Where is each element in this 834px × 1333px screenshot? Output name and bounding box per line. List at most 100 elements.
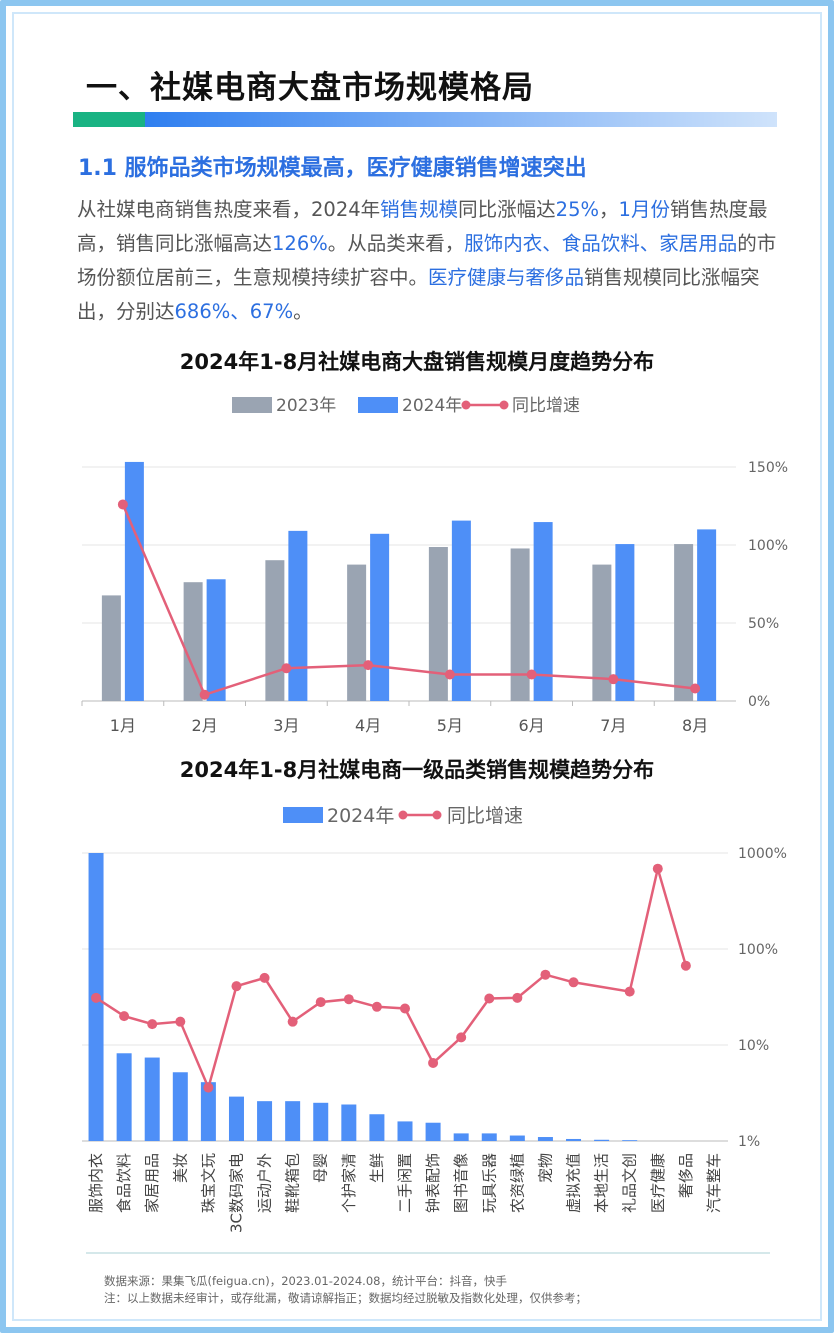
growth-point [540,969,551,980]
growth-point [117,499,128,510]
x-tick-label: 食品饮料 [115,1153,133,1213]
bar-2023 [510,548,530,701]
x-tick-label: 8月 [682,716,708,735]
legend-swatch-bar [283,807,323,823]
bar-2023 [592,564,612,701]
x-tick-label: 运动户外 [256,1153,274,1213]
category-bar [341,1104,357,1141]
disclaimer-line: 注：以上数据未经审计，或存纰漏，敬请谅解指正；数据均经过脱敏及指数化处理，仅供参… [104,1291,587,1305]
x-tick-label: 7月 [600,716,626,735]
x-tick-label: 3C数码家电 [227,1153,245,1233]
bar-2023 [428,547,448,701]
x-tick-label: 4月 [355,716,381,735]
legend-swatch-1 [358,397,398,413]
bar-2024 [451,520,471,701]
growth-point [343,994,354,1005]
x-tick-label: 医疗健康 [649,1153,667,1213]
legend-label-line: 同比增速 [447,805,523,827]
x-tick-label: 美妆 [171,1153,189,1183]
monthly-trend-chart: 2023年 2024年 同比增速 150% 100% 50% 0% 1月 2月 3月 4月 5月 6月 7… [81,396,788,735]
summary-paragraph: 从社媒电商销售热度来看，2024年销售规模同比涨幅达25%，1月份销售热度最高，… [77,198,777,323]
x-tick-label: 1月 [110,716,136,735]
y-right-tick-label: 150% [748,460,788,476]
growth-point [428,1057,439,1068]
title-underline-bar [73,112,777,127]
category-bar [425,1122,441,1141]
category-bar [369,1114,385,1141]
x-tick-label: 宠物 [536,1153,554,1183]
bar-2023 [347,564,367,701]
bar-2023 [183,582,203,701]
category-bar [228,1096,244,1141]
chart2-title: 2024年1-8月社媒电商一级品类销售规模趋势分布 [179,758,655,782]
category-bar [481,1133,497,1141]
x-tick-label: 个护家清 [340,1153,358,1213]
bar-2023 [674,544,694,701]
bar-2023 [265,560,285,701]
growth-point [259,972,270,983]
growth-point [287,1016,298,1027]
growth-point [363,660,374,671]
y-right-tick-label: 1% [738,1134,760,1150]
category-bar [144,1057,160,1141]
x-tick-label: 奢侈品 [677,1153,695,1198]
data-source-line: 数据来源：果集飞瓜(feigua.cn)，2023.01-2024.08，统计平… [104,1274,507,1288]
legend-line-dot-b [499,400,509,410]
growth-point [400,1003,410,1014]
category-bar [257,1101,273,1141]
category-bar [594,1139,610,1141]
growth-point [608,674,619,685]
x-tick-label: 钟表配饰 [424,1153,442,1213]
category-bar [622,1140,638,1141]
category-bar [116,1053,132,1141]
growth-point [281,663,292,674]
legend-swatch-0 [232,397,272,413]
category-bar [285,1101,301,1141]
x-tick-label: 鞋靴箱包 [284,1153,302,1213]
y-right-tick-label: 100% [748,538,788,554]
x-tick-label: 图书音像 [452,1153,470,1213]
growth-point [444,669,455,680]
bar-2023 [101,595,121,701]
growth-line [95,863,688,1092]
legend-label-0: 2023年 [276,396,336,416]
growth-point [624,986,635,997]
growth-point [680,960,691,971]
legend-label-bar: 2024年 [327,805,394,827]
x-tick-label: 2月 [192,716,218,735]
growth-point [568,977,579,988]
y-right-tick-label: 1000% [738,846,787,862]
x-tick-label: 农资绿植 [508,1153,526,1213]
category-bar [200,1082,216,1141]
growth-point [371,1001,382,1012]
x-tick-label: 服饰内衣 [87,1153,105,1213]
growth-point [484,993,495,1004]
legend-line-dot-a [398,810,408,820]
category-bar [537,1137,553,1141]
category-bar [566,1138,582,1141]
y-right-tick-label: 10% [738,1038,769,1054]
section-title: 一、社媒电商大盘市场规模格局 [86,70,534,106]
y-right-tick-label: 100% [738,942,778,958]
x-tick-label: 珠宝文玩 [199,1153,217,1213]
category-bar [172,1072,188,1141]
growth-point [91,992,102,1003]
growth-point [203,1082,214,1093]
x-tick-label: 6月 [519,716,545,735]
x-tick-label: 母婴 [312,1153,330,1183]
legend-line-dot-a [461,400,471,410]
growth-point [175,1016,186,1027]
y-right-tick-label: 50% [748,616,779,632]
category-bar [313,1102,329,1141]
footer-divider [86,1252,770,1254]
growth-point [652,863,663,874]
chart1-title: 2024年1-8月社媒电商大盘销售规模月度趋势分布 [179,350,655,374]
growth-point [231,981,242,992]
x-tick-label: 汽车整车 [705,1153,723,1213]
data-source-note: 数据来源：果集飞瓜(feigua.cn)，2023.01-2024.08，统计平… [104,1273,587,1307]
x-tick-label: 家居用品 [143,1153,161,1213]
growth-point [315,997,326,1008]
bar-2024 [697,529,717,701]
y-right-tick-label: 0% [748,694,770,710]
